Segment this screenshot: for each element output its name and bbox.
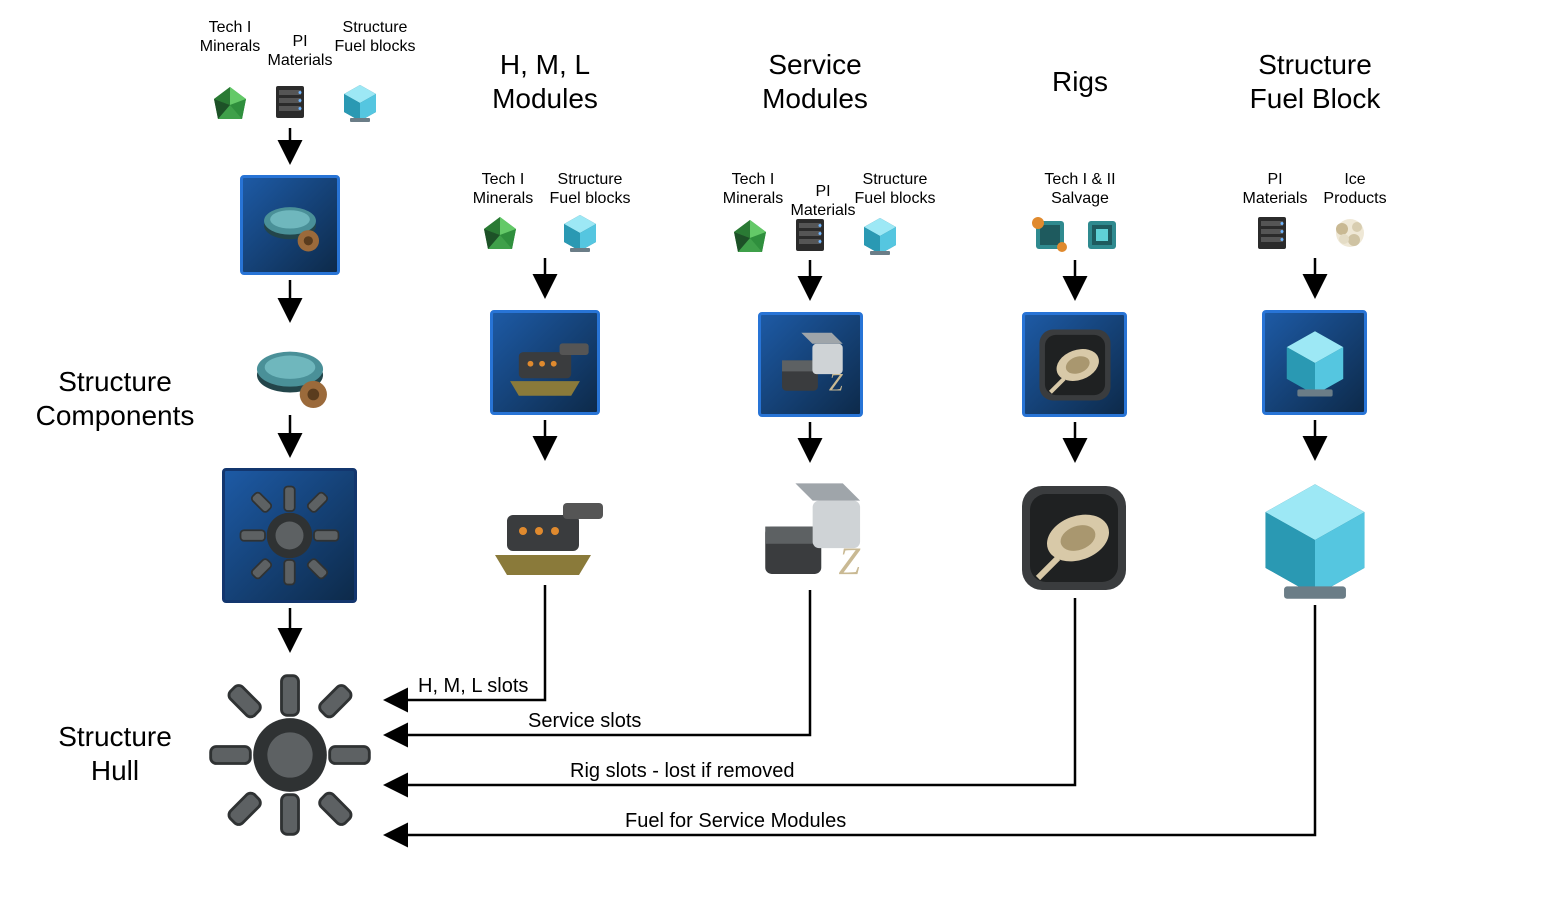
edge-label-fuel: Fuel for Service Modules xyxy=(625,810,846,833)
edge-fuel-to-hull xyxy=(0,0,1556,914)
